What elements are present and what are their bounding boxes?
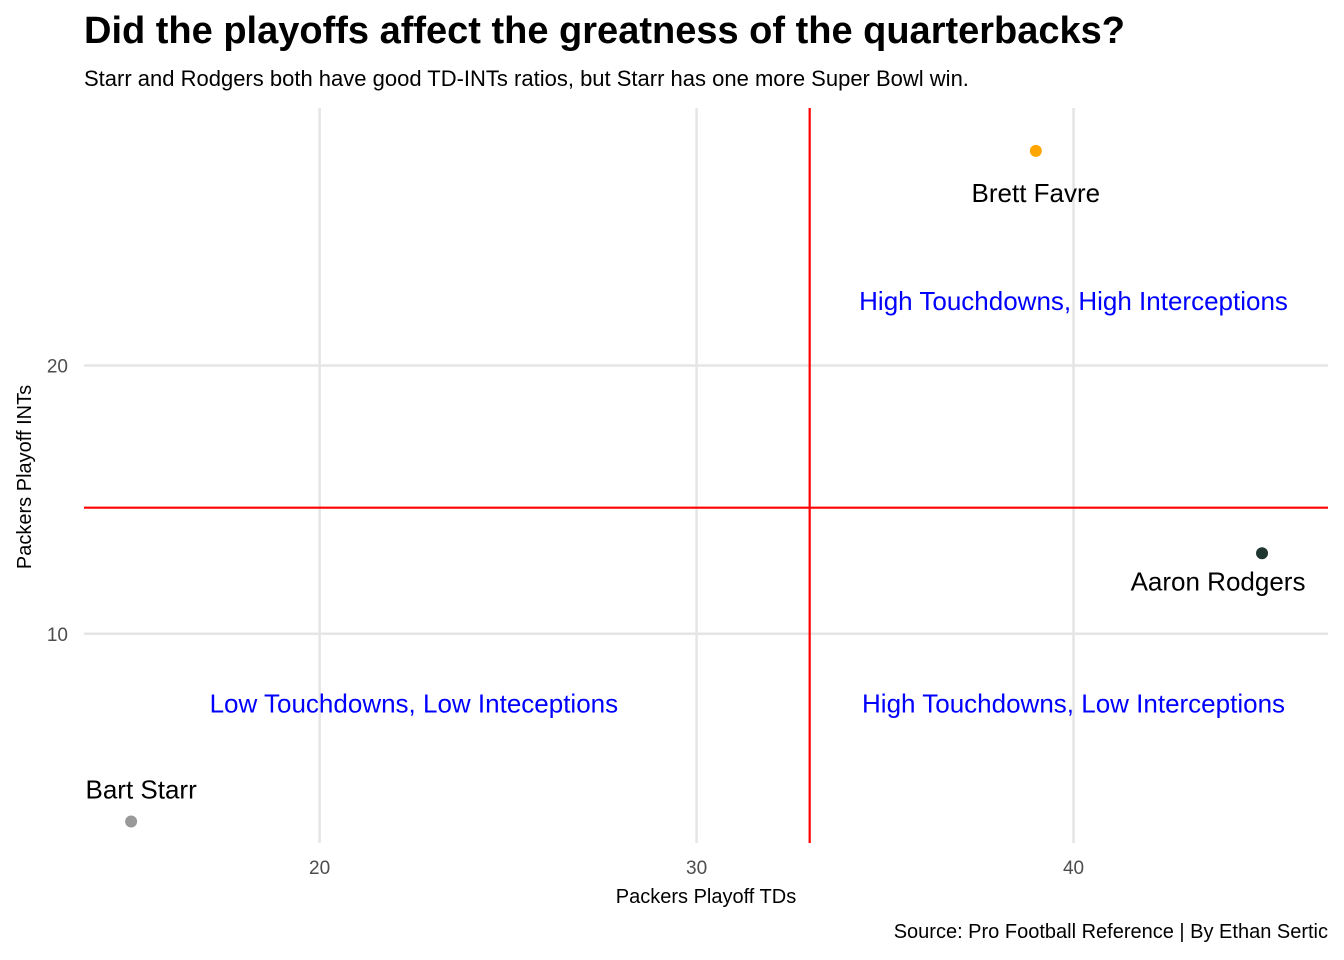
y-tick-label: 10 xyxy=(47,625,68,646)
data-point xyxy=(1029,144,1042,157)
x-tick-label: 20 xyxy=(309,858,330,879)
data-point xyxy=(125,815,138,828)
x-tick-label: 30 xyxy=(686,858,707,879)
x-tick-label: 40 xyxy=(1063,858,1084,879)
quadrant-annotation: Low Touchdowns, Low Inteceptions xyxy=(210,689,619,719)
point-label: Aaron Rodgers xyxy=(1131,566,1306,596)
point-label: Bart Starr xyxy=(85,775,197,805)
x-axis-label: Packers Playoff TDs xyxy=(616,886,796,908)
axis-tick-labels: 20 30 40 10 20 xyxy=(47,357,1084,879)
quadrant-annotation: High Touchdowns, High Interceptions xyxy=(859,286,1288,316)
quadrant-annotations: High Touchdowns, High Interceptions Low T… xyxy=(210,286,1288,718)
data-points: Bart Starr Brett Favre Aaron Rodgers xyxy=(85,144,1306,828)
y-tick-label: 20 xyxy=(47,357,68,378)
chart-title: Did the playoffs affect the greatness of… xyxy=(84,10,1126,52)
chart-subtitle: Starr and Rodgers both have good TD-INTs… xyxy=(84,66,969,91)
point-label: Brett Favre xyxy=(972,178,1101,208)
grid-lines xyxy=(84,108,1328,843)
data-point xyxy=(1256,547,1269,560)
reference-lines xyxy=(84,108,1328,843)
quadrant-annotation: High Touchdowns, Low Interceptions xyxy=(862,689,1285,719)
y-axis-label: Packers Playoff INTs xyxy=(14,385,36,569)
source-caption: Source: Pro Football Reference | By Etha… xyxy=(893,921,1328,943)
